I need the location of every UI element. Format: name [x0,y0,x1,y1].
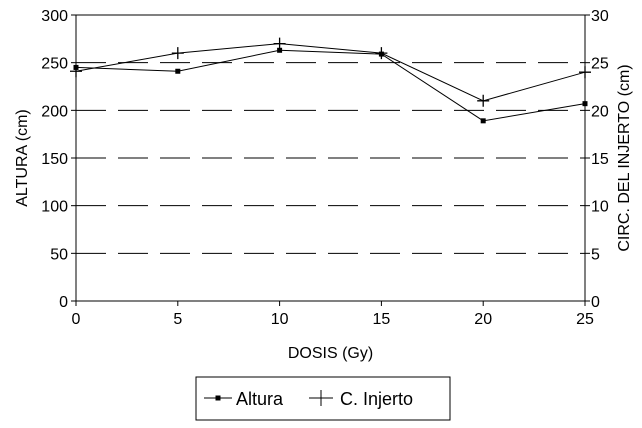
point-c-injerto-15 [375,47,388,60]
point-altura-10 [277,47,283,53]
y-left-tick-label-200: 200 [41,103,68,120]
y-left-tick-label-300: 300 [41,8,68,25]
x-tick-label-10: 10 [271,311,289,328]
x-axis-label: DOSIS (Gy) [288,345,373,362]
point-altura-20 [480,118,486,124]
point-c-injerto-5 [171,47,184,60]
x-tick-label-0: 0 [72,311,81,328]
y-right-tick-label-10: 10 [591,199,609,216]
y-left-tick-label-0: 0 [59,294,68,311]
y-right-tick-label-20: 20 [591,103,609,120]
y-axis-label-left: ALTURA (cm) [14,109,31,206]
x-tick-label-25: 25 [576,311,594,328]
x-tick-label-5: 5 [173,311,182,328]
point-c-injerto-20 [477,94,490,107]
y-left-tick-label-150: 150 [41,151,68,168]
axis-ticks [71,14,590,306]
point-c-injerto-10 [273,37,286,50]
y-right-tick-label-30: 30 [591,8,609,25]
series-line-c-injerto [75,43,586,102]
legend-altura-marker [215,395,221,401]
point-altura-5 [175,68,181,74]
y-right-tick-label-0: 0 [591,294,600,311]
y-left-tick-label-250: 250 [41,56,68,73]
gridlines [76,62,585,254]
y-right-tick-label-5: 5 [591,246,600,263]
x-tick-label-20: 20 [474,311,492,328]
y-axis-label-right: CIRC. DEL INJERTO (cm) [616,64,633,251]
y-right-tick-label-15: 15 [591,151,609,168]
y-left-tick-label-100: 100 [41,199,68,216]
plot-frame [75,14,586,302]
legend: Altura C. Injerto [195,376,451,421]
legend-altura-label: Altura [236,389,284,409]
x-tick-label-15: 15 [373,311,391,328]
series-line-altura [75,49,586,122]
y-right-tick-label-25: 25 [591,56,609,73]
legend-injerto-label: C. Injerto [340,389,413,409]
y-left-tick-label-50: 50 [50,246,68,263]
